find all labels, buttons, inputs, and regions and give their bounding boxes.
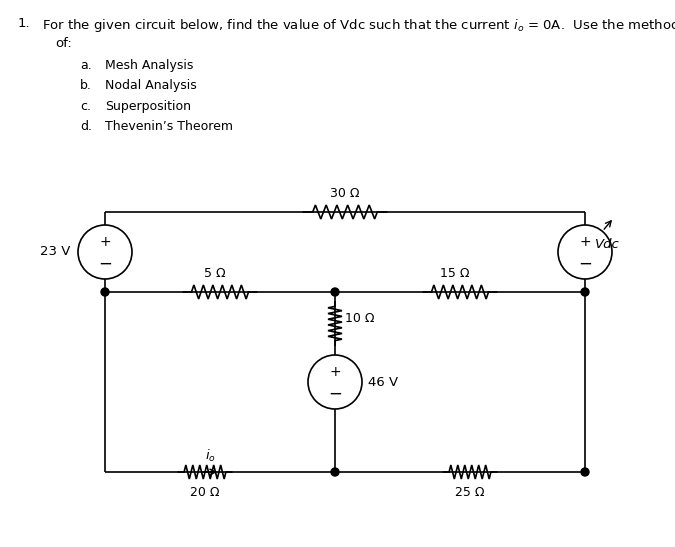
Text: −: −	[578, 255, 592, 273]
Text: of:: of:	[55, 37, 72, 50]
Text: Thevenin’s Theorem: Thevenin’s Theorem	[105, 120, 233, 133]
Text: For the given circuit below, find the value of Vdc such that the current $i_o$ =: For the given circuit below, find the va…	[42, 17, 675, 34]
Text: Superposition: Superposition	[105, 100, 191, 113]
Circle shape	[581, 288, 589, 296]
Text: +: +	[579, 235, 591, 249]
Text: 5 Ω: 5 Ω	[205, 267, 226, 280]
Text: −: −	[98, 255, 112, 273]
Circle shape	[331, 288, 339, 296]
Text: 25 Ω: 25 Ω	[455, 486, 485, 499]
Text: 20 Ω: 20 Ω	[190, 486, 220, 499]
Text: d.: d.	[80, 120, 92, 133]
Text: 30 Ω: 30 Ω	[330, 187, 360, 200]
Text: 10 Ω: 10 Ω	[345, 312, 375, 325]
Text: Vdc: Vdc	[595, 238, 620, 252]
Text: +: +	[329, 365, 341, 379]
Circle shape	[581, 468, 589, 476]
Text: a.: a.	[80, 59, 92, 72]
Text: $i_o$: $i_o$	[205, 448, 216, 464]
Text: 23 V: 23 V	[40, 246, 70, 259]
Circle shape	[101, 288, 109, 296]
Text: b.: b.	[80, 79, 92, 92]
Text: 15 Ω: 15 Ω	[440, 267, 470, 280]
Text: 46 V: 46 V	[368, 375, 398, 388]
Text: c.: c.	[80, 100, 91, 113]
Text: Mesh Analysis: Mesh Analysis	[105, 59, 193, 72]
Text: +: +	[99, 235, 111, 249]
Text: 1.: 1.	[18, 17, 30, 30]
Text: −: −	[328, 385, 342, 403]
Circle shape	[331, 468, 339, 476]
Text: Nodal Analysis: Nodal Analysis	[105, 79, 196, 92]
